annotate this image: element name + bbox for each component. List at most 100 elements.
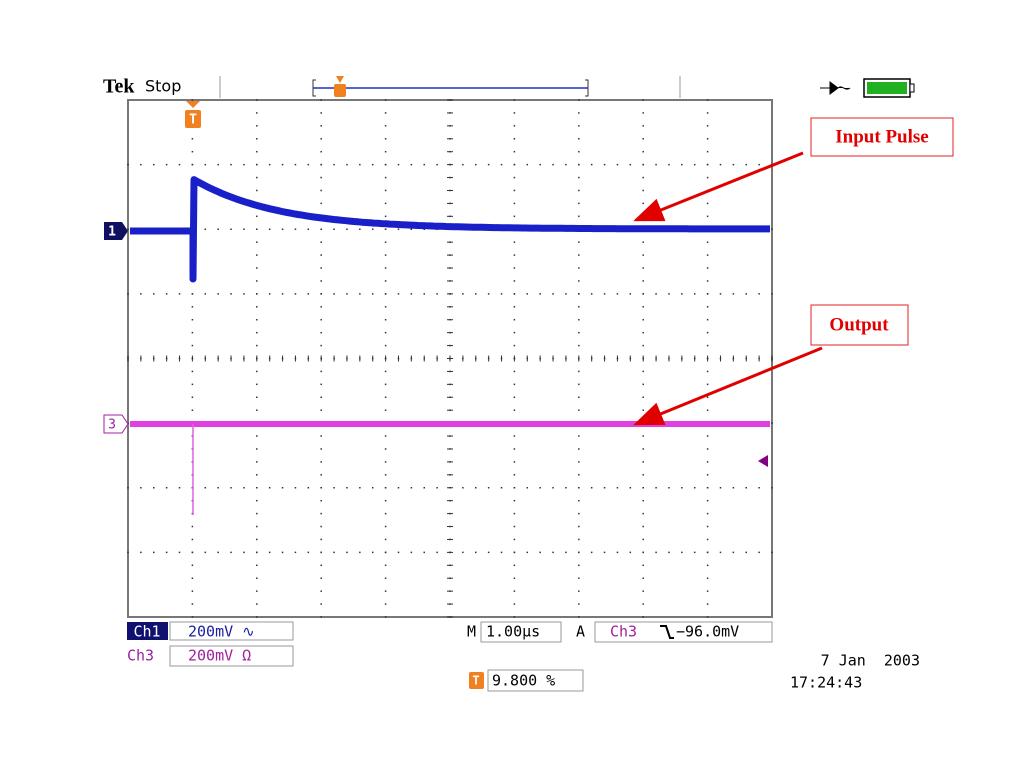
grid-dot bbox=[552, 293, 554, 295]
trigger-box bbox=[594, 621, 773, 643]
grid-dot bbox=[384, 344, 387, 347]
grid-dot bbox=[578, 254, 580, 256]
grid-dot bbox=[191, 616, 194, 618]
grid-dot bbox=[732, 293, 735, 295]
grid-dot bbox=[256, 499, 258, 502]
grid-dot bbox=[565, 293, 567, 295]
grid-dot bbox=[578, 603, 580, 605]
grid-dot bbox=[384, 603, 387, 605]
grid-dot bbox=[384, 215, 387, 218]
grid-dot bbox=[294, 228, 297, 230]
grid-dot bbox=[165, 487, 168, 489]
grid-dot bbox=[578, 202, 580, 205]
grid-dot bbox=[552, 551, 554, 554]
grid-dot bbox=[256, 538, 258, 541]
grid-dot bbox=[642, 241, 644, 243]
grid-dot bbox=[513, 383, 516, 386]
grid-dot bbox=[178, 487, 181, 489]
grid-dot bbox=[706, 396, 709, 399]
grid-dot bbox=[526, 487, 529, 489]
grid-dot bbox=[513, 176, 516, 179]
grid-dot bbox=[191, 383, 194, 386]
grid-dot bbox=[359, 228, 361, 230]
grid-dot bbox=[642, 435, 644, 437]
grid-dot bbox=[256, 306, 258, 308]
grid-dot bbox=[513, 538, 516, 541]
grid-dot bbox=[706, 306, 709, 308]
grid-dot bbox=[384, 306, 387, 308]
grid-dot bbox=[706, 448, 709, 450]
grid-dot bbox=[384, 551, 387, 554]
grid-dot bbox=[513, 409, 516, 411]
grid-dot bbox=[513, 603, 516, 605]
grid-dot bbox=[642, 409, 644, 411]
grid-dot bbox=[243, 163, 245, 166]
grid-dot bbox=[256, 564, 258, 567]
grid-dot bbox=[359, 487, 361, 489]
grid-dot bbox=[243, 551, 245, 554]
grid-dot bbox=[642, 125, 644, 127]
ch3-scale-box bbox=[169, 645, 294, 667]
grid-dot bbox=[706, 344, 709, 347]
grid-dot bbox=[320, 150, 322, 153]
grid-dot bbox=[371, 163, 374, 166]
trigger-level-marker bbox=[758, 455, 768, 467]
grid-dot bbox=[256, 512, 258, 515]
grid-dot bbox=[320, 163, 322, 166]
grid-dot bbox=[629, 487, 632, 489]
grid-dot bbox=[410, 551, 413, 554]
grid-dot bbox=[217, 228, 219, 230]
grid-dot bbox=[693, 551, 696, 554]
timebase-label: M bbox=[467, 623, 476, 641]
grid-dot bbox=[706, 254, 709, 256]
grid-dot bbox=[578, 551, 580, 554]
grid-dot bbox=[578, 474, 580, 476]
trigger-pointer bbox=[186, 101, 200, 108]
grid-dot bbox=[578, 318, 580, 321]
grid-dot bbox=[578, 150, 580, 153]
grid-dot bbox=[771, 293, 773, 295]
grid-dot bbox=[384, 293, 387, 295]
grid-dot bbox=[268, 293, 271, 295]
grid-dot bbox=[384, 112, 387, 114]
grid-dot bbox=[475, 293, 477, 295]
grid-dot bbox=[487, 487, 490, 489]
grid-dot bbox=[745, 551, 747, 554]
grid-dot bbox=[578, 590, 580, 592]
grid-dot bbox=[320, 525, 322, 528]
grid-dot bbox=[668, 163, 670, 166]
grid-dot bbox=[578, 435, 580, 437]
battery-tip bbox=[909, 83, 915, 93]
grid-dot bbox=[513, 112, 516, 114]
grid-dot bbox=[191, 138, 194, 140]
grid-dot bbox=[513, 163, 516, 166]
grid-dot bbox=[513, 138, 516, 140]
grid-dot bbox=[410, 487, 413, 489]
grid-dot bbox=[706, 512, 709, 515]
grid-dot bbox=[758, 487, 760, 489]
grid-dot bbox=[629, 163, 632, 166]
grid-dot bbox=[706, 525, 709, 528]
grid-dot bbox=[629, 293, 632, 295]
grid-dot bbox=[384, 202, 387, 205]
grid-dot bbox=[127, 487, 129, 489]
grid-dot bbox=[384, 99, 387, 101]
grid-dot bbox=[681, 551, 683, 554]
grid-dot bbox=[719, 163, 722, 166]
grid-dot bbox=[642, 577, 644, 579]
grid-dot bbox=[281, 487, 284, 489]
grid-dot bbox=[693, 163, 696, 166]
grid-dot bbox=[578, 525, 580, 528]
grid-dot bbox=[513, 150, 516, 153]
grid-dot bbox=[706, 99, 709, 101]
grid-dot bbox=[732, 163, 735, 166]
grid-dot bbox=[333, 487, 335, 489]
grid-dot bbox=[359, 163, 361, 166]
grid-dot bbox=[655, 551, 657, 554]
grid-dot bbox=[140, 487, 142, 489]
ch1-scale-box bbox=[169, 621, 294, 641]
grid-dot bbox=[513, 512, 516, 515]
grid-dot bbox=[256, 370, 258, 373]
grid-dot bbox=[320, 564, 322, 567]
grid-dot bbox=[384, 318, 387, 321]
